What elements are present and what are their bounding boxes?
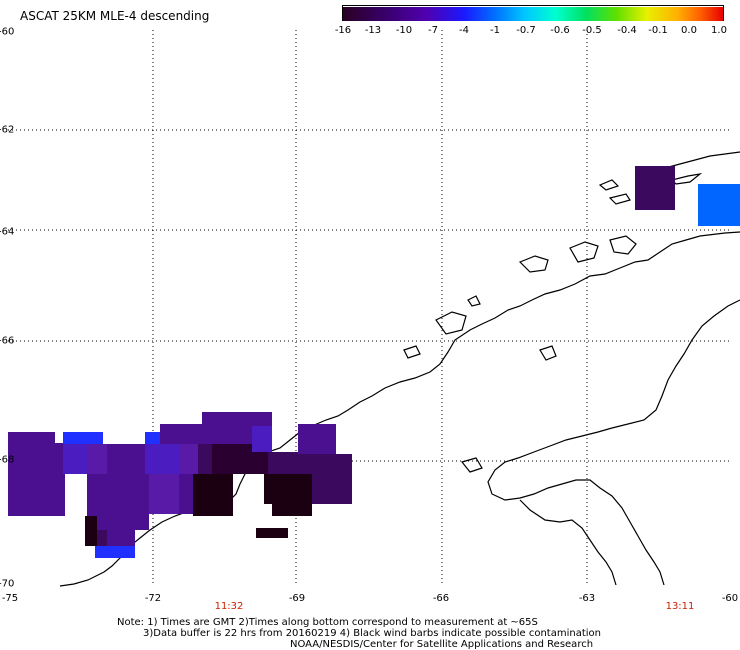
swath-cell [268,452,298,474]
swath-cell [87,444,107,474]
west-island-b [403,345,421,359]
footnote-line-2: 3)Data buffer is 22 hrs from 20160219 4)… [143,628,601,639]
ascat-swath [8,166,740,558]
colorbar-tick: 0.0 [681,25,697,36]
east-coast [487,299,740,586]
swath-cell [95,546,135,558]
colorbar-tick: -10 [395,25,413,36]
swath-cell [252,426,272,452]
swath-cell [272,504,312,516]
chart-title: ASCAT 25KM MLE-4 descending [20,9,210,23]
colorbar-tick: -4 [459,25,469,36]
lon-gridlines [152,30,588,585]
swath-cell [145,432,160,444]
colorbar-tick: -16 [334,25,352,36]
lat-gridlines [8,129,732,462]
tip-island-b [569,241,599,263]
swath-cell [264,474,312,504]
colorbar-tick: -7 [428,25,438,36]
lat-label: -62 [0,124,15,136]
lon-label: -66 [432,593,450,604]
colorbar-tick: -0.1 [648,25,668,36]
south-island [460,457,483,473]
lon-label: -72 [144,593,162,604]
swath-cell [160,424,202,444]
swath-cell [149,474,179,514]
colorbar-tick: 1.0 [711,25,727,36]
lat-label: -66 [0,335,15,347]
colorbar-tick: -0.5 [582,25,602,36]
colorbar [342,5,724,21]
peninsula-coast [59,231,740,587]
footnote-line-1: Note: 1) Times are GMT 2)Times along bot… [117,617,538,628]
swath-cell [698,184,740,226]
swath-cell [180,444,198,474]
colorbar-tick: -0.7 [516,25,536,36]
west-island-d [539,345,557,361]
swath-cell [145,444,180,474]
shetland-island-b [670,173,703,185]
swath-cell [256,528,288,538]
shetland-island-c [598,179,620,191]
swath-cell [298,454,352,474]
west-island-c [467,295,481,307]
lat-label: -68 [0,454,15,466]
swath-cell [252,452,268,474]
west-island-a [435,311,467,335]
lon-label: -75 [1,593,19,604]
lat-label: -60 [0,26,15,38]
swath-cell [193,474,233,516]
tip-island-c [609,235,637,255]
swath-cell [179,474,193,514]
swath-cell [135,474,149,530]
lat-label: -64 [0,226,15,238]
swath-cell [198,444,212,474]
swath-cell [212,444,252,474]
shetland-island-d [608,193,631,205]
swath-cell [8,432,55,516]
colorbar-tick: -13 [364,25,382,36]
swath-cell [63,432,103,444]
colorbar-tick: -0.4 [617,25,637,36]
swath-cell [63,444,87,474]
lon-label: -63 [578,593,596,604]
colorbar-gradient [343,7,723,21]
time-label: 11:32 [214,601,244,612]
time-label: 13:11 [665,601,695,612]
colorbar-ticks: -16 -13 -10 -7 -4 -1 -0.7 -0.6 -0.5 -0.4… [330,25,740,37]
swath-cell [95,530,107,546]
colorbar-tick: -0.6 [550,25,570,36]
colorbar-tick: -1 [490,25,500,36]
lon-label: -69 [288,593,306,604]
coastlines [59,151,740,587]
footnote-line-3: NOAA/NESDIS/Center for Satellite Applica… [290,639,594,650]
ice-shelf-coast [519,499,617,586]
lat-label: -70 [0,578,15,590]
swath-cell [85,516,97,546]
swath-cell [107,530,135,546]
swath-cell [312,474,352,504]
lon-label: -60 [721,593,739,604]
swath-cell [55,443,65,516]
swath-cell [298,424,336,454]
tip-island-a [518,255,549,273]
swath-cell [635,166,675,210]
